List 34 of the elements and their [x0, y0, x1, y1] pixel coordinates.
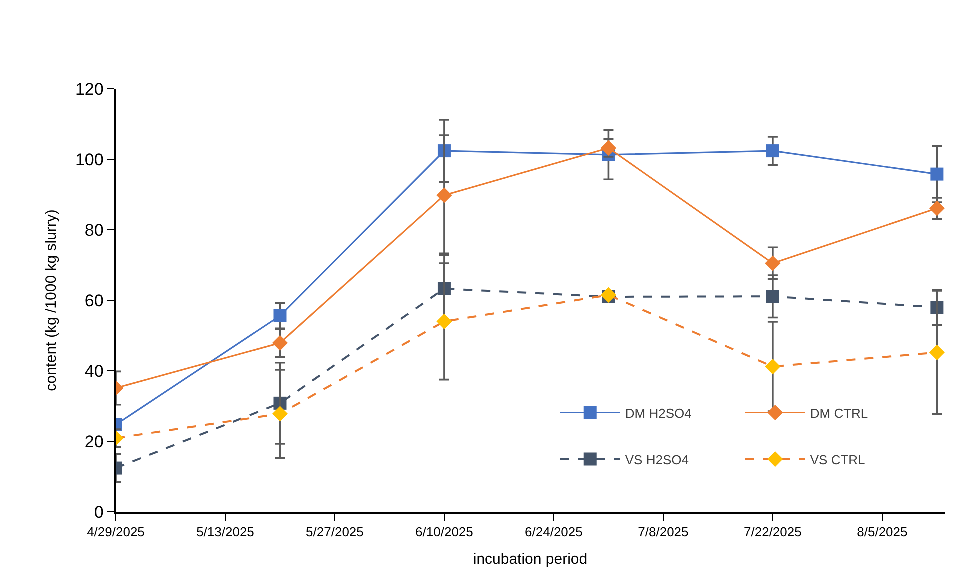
y-axis-title: content (kg /1000 kg slurry) — [43, 210, 60, 392]
x-tick-label: 6/10/2025 — [416, 524, 474, 540]
y-tick-label: 120 — [75, 80, 104, 99]
y-tick-label: 40 — [84, 362, 104, 381]
y-tick-label: 80 — [84, 220, 104, 240]
point — [766, 290, 780, 304]
x-tick-label: 8/5/2025 — [857, 524, 908, 540]
point — [766, 144, 780, 158]
x-tick-label: 4/29/2025 — [87, 524, 145, 540]
x-tick-label: 5/27/2025 — [306, 524, 364, 540]
x-tick-label: 6/24/2025 — [525, 524, 583, 540]
point — [765, 358, 781, 375]
y-tick-label: 20 — [84, 432, 104, 452]
point — [929, 200, 945, 216]
point — [765, 256, 781, 272]
x-tick-label: 5/13/2025 — [196, 524, 254, 540]
point — [930, 168, 944, 181]
point — [929, 344, 945, 360]
point — [600, 287, 617, 304]
legend-label: DM CTRL — [810, 406, 868, 421]
y-tick-label: 60 — [84, 291, 104, 310]
x-tick-label: 7/22/2025 — [744, 524, 802, 540]
y-tick-label: 0 — [94, 502, 104, 522]
y-tick-label: 100 — [75, 150, 104, 170]
legend-label: VS H2SO4 — [625, 452, 689, 468]
point — [274, 310, 287, 323]
x-axis-title: incubation period — [473, 550, 588, 568]
x-tick-label: 7/8/2025 — [638, 524, 689, 540]
point — [436, 314, 452, 330]
point — [272, 406, 288, 422]
legend-label: DM H2SO4 — [625, 406, 692, 421]
legend-label: VS CTRL — [810, 452, 866, 468]
point — [272, 335, 288, 351]
point — [436, 188, 452, 204]
